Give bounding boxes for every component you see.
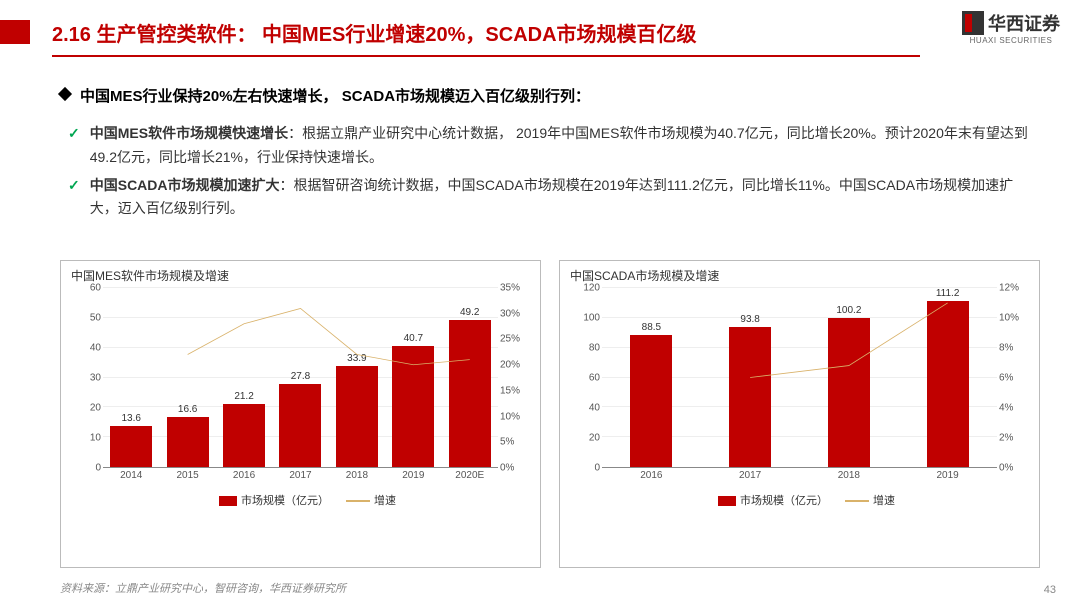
chart-legend: 市场规模（亿元） 增速 bbox=[570, 492, 1029, 508]
legend-bar-swatch bbox=[219, 496, 237, 506]
chart-legend: 市场规模（亿元） 增速 bbox=[71, 492, 530, 508]
headline-text: 中国MES行业保持20%左右快速增长， SCADA市场规模迈入百亿级别行列： bbox=[80, 88, 590, 105]
legend-line-swatch bbox=[346, 500, 370, 502]
source-text: 资料来源：立鼎产业研究中心，智研咨询，华西证券研究所 bbox=[60, 580, 346, 596]
charts-row: 中国MES软件市场规模及增速 01020304050600%5%10%15%20… bbox=[60, 260, 1040, 568]
bullet-item: ✓ 中国SCADA市场规模加速扩大：根据智研咨询统计数据，中国SCADA市场规模… bbox=[68, 174, 1040, 222]
headline: 中国MES行业保持20%左右快速增长， SCADA市场规模迈入百亿级别行列： bbox=[60, 85, 1040, 106]
chart-title: 中国SCADA市场规模及增速 bbox=[570, 267, 1029, 284]
legend-line-label: 增速 bbox=[374, 495, 396, 507]
logo-icon bbox=[962, 11, 984, 35]
logo-subtext: HUAXI SECURITIES bbox=[962, 36, 1060, 45]
bullet-bold: 中国MES软件市场规模快速增长 bbox=[90, 125, 288, 141]
legend-line-swatch bbox=[845, 500, 869, 502]
header-accent bbox=[0, 20, 30, 44]
page-number: 43 bbox=[1044, 584, 1056, 596]
legend-bar-label: 市场规模（亿元） bbox=[241, 495, 329, 507]
brand-logo: 华西证券 HUAXI SECURITIES bbox=[962, 10, 1060, 45]
legend-bar-swatch bbox=[718, 496, 736, 506]
chart-mes: 中国MES软件市场规模及增速 01020304050600%5%10%15%20… bbox=[60, 260, 541, 568]
bullet-item: ✓ 中国MES软件市场规模快速增长：根据立鼎产业研究中心统计数据， 2019年中… bbox=[68, 122, 1040, 170]
chart-title: 中国MES软件市场规模及增速 bbox=[71, 267, 530, 284]
bullet-diamond-icon bbox=[58, 87, 72, 101]
chart-plot: 0204060801001200%2%4%6%8%10%12%88.593.81… bbox=[570, 288, 1029, 488]
header: 2.16 生产管控类软件： 中国MES行业增速20%，SCADA市场规模百亿级 bbox=[52, 18, 920, 57]
page-title: 2.16 生产管控类软件： 中国MES行业增速20%，SCADA市场规模百亿级 bbox=[52, 18, 920, 47]
check-icon: ✓ bbox=[68, 174, 80, 222]
chart-scada: 中国SCADA市场规模及增速 0204060801001200%2%4%6%8%… bbox=[559, 260, 1040, 568]
bullet-bold: 中国SCADA市场规模加速扩大 bbox=[90, 177, 280, 193]
chart-plot: 01020304050600%5%10%15%20%25%30%35%13.61… bbox=[71, 288, 530, 488]
logo-text: 华西证券 bbox=[988, 10, 1060, 36]
check-icon: ✓ bbox=[68, 122, 80, 170]
content: 中国MES行业保持20%左右快速增长， SCADA市场规模迈入百亿级别行列： ✓… bbox=[60, 85, 1040, 225]
legend-line-label: 增速 bbox=[873, 495, 895, 507]
legend-bar-label: 市场规模（亿元） bbox=[740, 495, 828, 507]
bullet-list: ✓ 中国MES软件市场规模快速增长：根据立鼎产业研究中心统计数据， 2019年中… bbox=[68, 122, 1040, 221]
